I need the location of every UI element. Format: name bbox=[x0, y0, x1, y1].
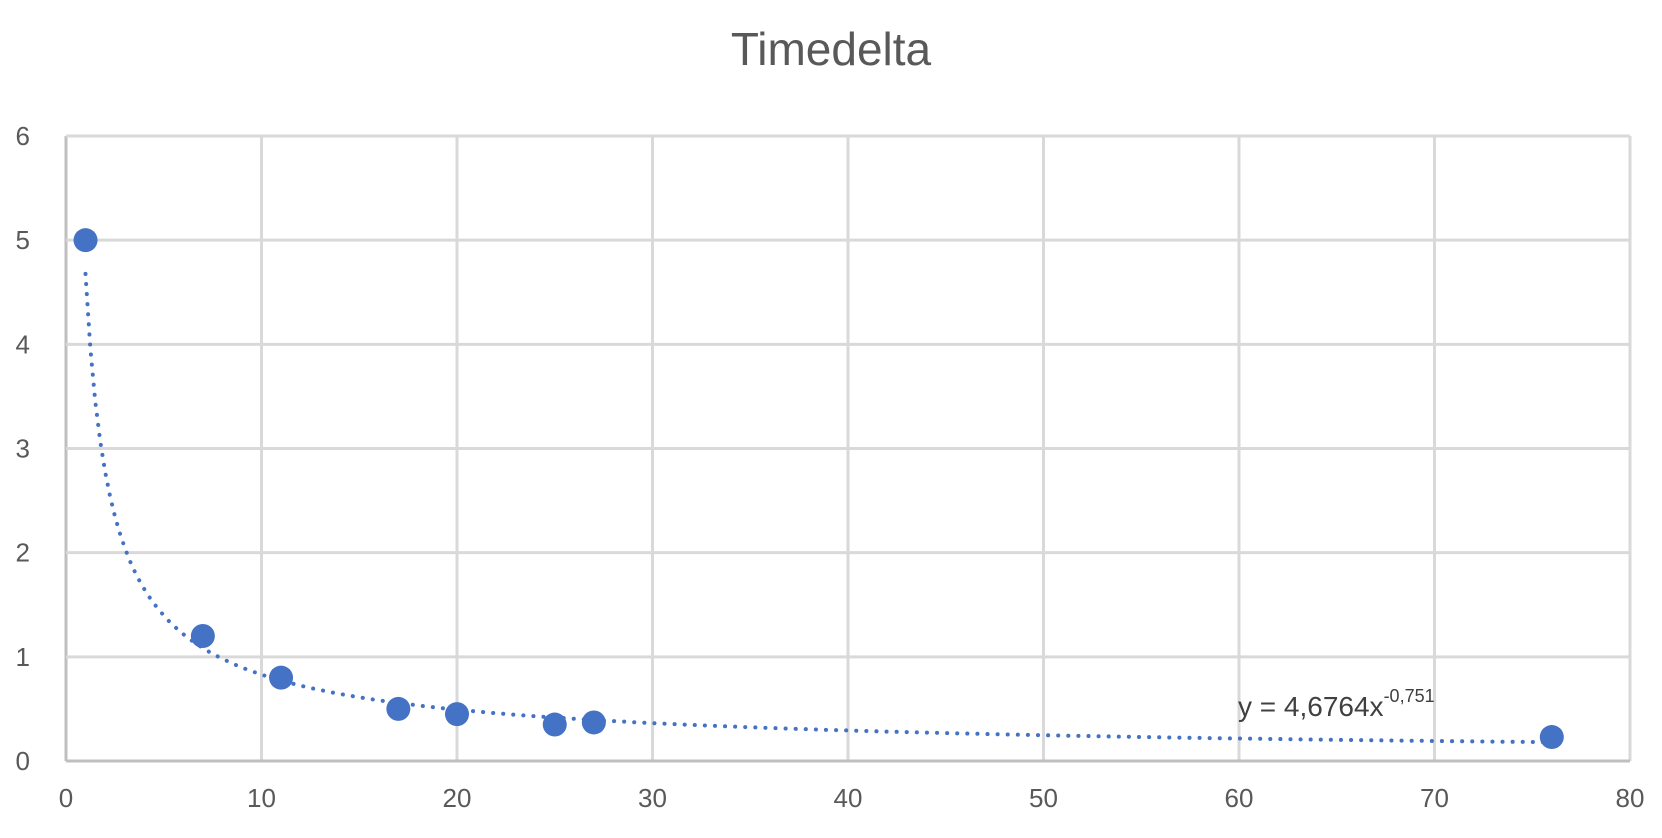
data-point bbox=[445, 702, 469, 727]
trendline-equation: y = 4,6764x-0,751 bbox=[1238, 686, 1435, 722]
data-point bbox=[190, 624, 215, 648]
y-tick-label: 1 bbox=[16, 642, 30, 672]
x-tick-label: 60 bbox=[1225, 783, 1254, 813]
tick-labels: 0 10 20 30 40 50 60 70 80 0 1 2 3 4 5 6 bbox=[16, 121, 1645, 813]
data-point bbox=[581, 710, 606, 735]
y-tick-label: 0 bbox=[16, 746, 30, 776]
grid-lines bbox=[64, 134, 1632, 763]
data-point bbox=[386, 696, 411, 721]
data-point bbox=[1539, 725, 1564, 750]
y-tick-label: 2 bbox=[16, 538, 30, 568]
data-point bbox=[73, 228, 98, 253]
x-tick-label: 70 bbox=[1420, 783, 1449, 813]
y-tick-label: 4 bbox=[16, 329, 30, 359]
trendline-equation-base: y = 4,6764x bbox=[1238, 691, 1384, 722]
y-tick-label: 6 bbox=[16, 121, 30, 151]
trendline-equation-exponent: -0,751 bbox=[1384, 686, 1435, 706]
x-tick-label: 30 bbox=[638, 783, 667, 813]
x-tick-label: 20 bbox=[443, 783, 472, 813]
chart-title: Timedelta bbox=[730, 23, 932, 75]
data-point bbox=[542, 712, 567, 737]
x-tick-label: 80 bbox=[1616, 783, 1645, 813]
x-tick-label: 0 bbox=[59, 783, 73, 813]
data-points bbox=[73, 228, 1564, 750]
x-tick-label: 40 bbox=[834, 783, 863, 813]
x-tick-label: 50 bbox=[1029, 783, 1058, 813]
y-tick-label: 3 bbox=[16, 434, 30, 464]
data-point bbox=[269, 665, 294, 690]
x-tick-label: 10 bbox=[247, 783, 276, 813]
y-tick-label: 5 bbox=[16, 225, 30, 255]
